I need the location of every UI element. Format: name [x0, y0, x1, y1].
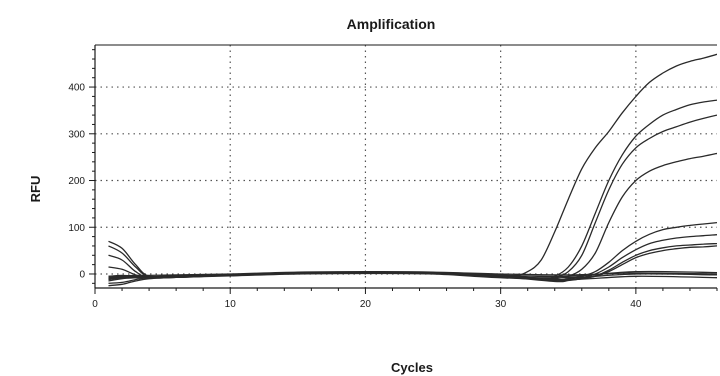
x-tick-label: 30 — [495, 299, 507, 310]
series-line-2 — [109, 100, 718, 279]
series-line-1 — [109, 54, 718, 277]
series-layer — [109, 54, 718, 285]
x-tick-label: 0 — [92, 299, 98, 310]
y-tick-label: 200 — [68, 176, 85, 187]
y-tick-label: 100 — [68, 223, 85, 234]
x-tick-label: 40 — [630, 299, 642, 310]
grid-layer — [95, 45, 717, 288]
x-tick-label: 20 — [360, 299, 372, 310]
chart-title: Amplification — [347, 16, 436, 32]
x-axis-label: Cycles — [391, 360, 433, 375]
x-tick-label: 10 — [225, 299, 237, 310]
y-tick-label: 0 — [79, 269, 85, 280]
y-tick-label: 400 — [68, 83, 85, 94]
y-tick-label: 300 — [68, 129, 85, 140]
y-axis-label: RFU — [28, 176, 43, 203]
